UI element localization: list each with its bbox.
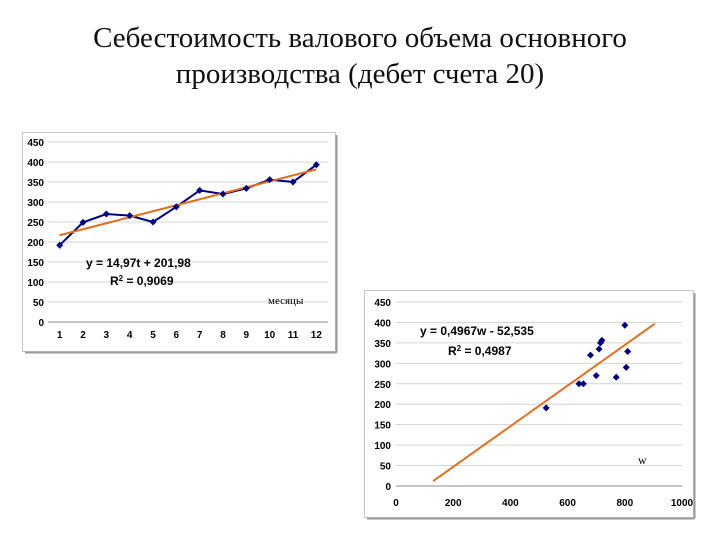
- y-tick-label: 200: [374, 400, 391, 411]
- x-tick-label: 9: [244, 330, 250, 341]
- x-tick-label: 400: [502, 498, 519, 509]
- data-point: [289, 178, 297, 186]
- data-point: [612, 373, 620, 381]
- x-tick-label: 8: [220, 330, 226, 341]
- y-tick-label: 250: [27, 218, 44, 229]
- y-tick-label: 250: [374, 380, 391, 391]
- y-tick-label: 300: [27, 198, 44, 209]
- data-point: [598, 336, 606, 344]
- x-axis-label: месяцы: [268, 295, 304, 307]
- data-point: [56, 241, 64, 249]
- x-tick-label: 11: [288, 330, 299, 341]
- x-tick-label: 2: [80, 330, 86, 341]
- trend-line: [59, 168, 317, 237]
- data-point: [575, 380, 583, 388]
- data-point: [196, 186, 204, 194]
- y-tick-label: 450: [374, 298, 391, 309]
- data-point: [242, 184, 250, 192]
- x-tick-label: 7: [197, 330, 203, 341]
- y-tick-label: 400: [374, 318, 391, 329]
- y-tick-label: 50: [380, 462, 392, 473]
- x-tick-label: 1000: [671, 498, 694, 509]
- x-tick-label: 10: [264, 330, 276, 341]
- y-tick-label: 300: [374, 359, 391, 370]
- y-tick-label: 200: [27, 238, 44, 249]
- y-tick-label: 150: [27, 258, 44, 269]
- r-squared-label: R2 = 0,9069: [110, 274, 174, 289]
- y-tick-label: 50: [33, 298, 45, 309]
- x-tick-label: 6: [174, 330, 180, 341]
- x-tick-label: 1: [57, 330, 63, 341]
- data-point: [219, 190, 227, 198]
- data-point: [624, 347, 632, 355]
- trend-equation: y = 14,97t + 201,98: [86, 256, 191, 270]
- data-point: [595, 345, 603, 353]
- data-point: [172, 203, 180, 211]
- data-point: [621, 321, 629, 329]
- data-point: [126, 212, 134, 220]
- trend-equation: y = 0,4967w - 52,535: [420, 324, 534, 338]
- slide-title: Себестоимость валового объема основного …: [0, 20, 720, 92]
- y-tick-label: 100: [374, 441, 391, 452]
- data-point: [586, 351, 594, 359]
- data-point: [149, 218, 157, 226]
- x-tick-label: 3: [104, 330, 110, 341]
- data-point: [579, 380, 587, 388]
- x-tick-label: 600: [559, 498, 576, 509]
- y-tick-label: 150: [374, 421, 391, 432]
- cost-vs-w-scatter-chart: 0 50 100 150 200 250 300 350 400 450 0 200 400 600 800…: [364, 290, 696, 520]
- x-tick-label: 0: [393, 498, 399, 509]
- data-point: [102, 210, 110, 218]
- x-tick-label: 200: [445, 498, 462, 509]
- data-point: [266, 176, 274, 184]
- y-tick-label: 350: [374, 339, 391, 350]
- y-tick-label: 450: [27, 138, 44, 149]
- data-point: [79, 218, 87, 226]
- data-point: [622, 363, 630, 371]
- x-tick-label: 4: [127, 330, 133, 341]
- y-tick-label: 0: [385, 482, 391, 493]
- trend-line: [432, 322, 656, 482]
- title-line-2: производства (дебет счета 20): [175, 58, 545, 90]
- r-squared-label: R2 = 0,4987: [448, 344, 512, 359]
- x-tick-label: 5: [150, 330, 156, 341]
- y-tick-label: 0: [38, 318, 44, 329]
- title-line-1: Себестоимость валового объема основного: [93, 22, 627, 54]
- x-tick-label: 12: [311, 330, 323, 341]
- data-point: [312, 161, 320, 169]
- y-tick-label: 100: [27, 278, 44, 289]
- y-tick-label: 400: [27, 158, 44, 169]
- data-point: [542, 404, 550, 412]
- x-tick-label: 800: [616, 498, 633, 509]
- x-axis-label: w: [638, 453, 647, 467]
- data-point: [592, 372, 600, 380]
- y-tick-label: 350: [27, 178, 44, 189]
